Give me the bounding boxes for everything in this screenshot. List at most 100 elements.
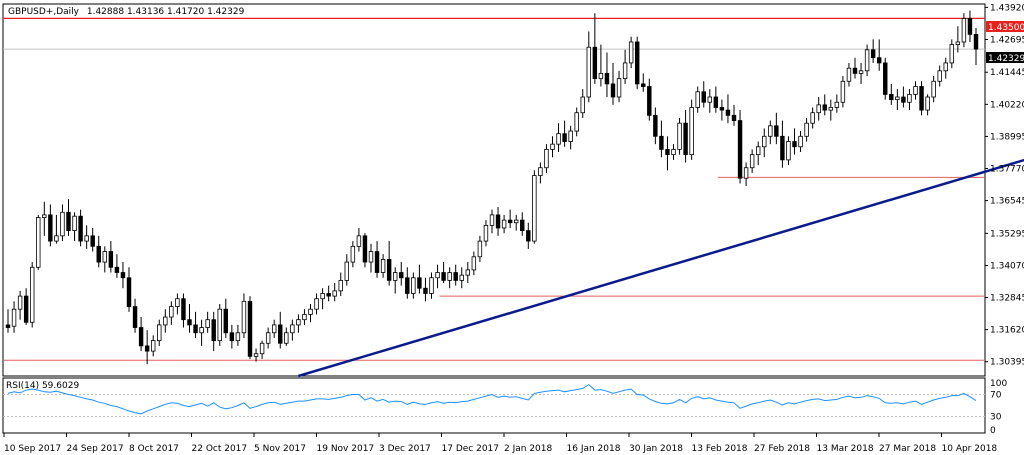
candle <box>489 209 495 234</box>
candle <box>278 311 283 349</box>
candle <box>513 214 519 231</box>
candle <box>634 36 640 90</box>
candle <box>586 31 592 103</box>
candle <box>296 314 301 333</box>
candle <box>520 212 525 236</box>
horizontal-levels <box>3 17 985 361</box>
candle <box>169 301 174 325</box>
candle <box>235 324 241 346</box>
candle <box>562 120 567 147</box>
candle <box>592 13 598 84</box>
time-tick-label: 13 Mar 2018 <box>817 444 874 454</box>
candles <box>5 10 979 365</box>
candle <box>90 227 95 252</box>
candle <box>132 298 138 333</box>
candle <box>23 288 29 325</box>
candle <box>616 70 622 103</box>
candle <box>157 319 162 346</box>
candle <box>453 264 458 286</box>
candle <box>798 131 803 153</box>
candle <box>96 235 101 268</box>
candle <box>66 199 71 236</box>
candle <box>223 298 229 339</box>
candle <box>465 262 471 283</box>
resistance-price-tag-bg <box>986 21 1024 32</box>
candle <box>574 107 579 137</box>
candle <box>725 94 731 124</box>
candle <box>344 254 350 286</box>
candle <box>786 136 791 166</box>
candle <box>114 254 120 278</box>
candle <box>217 303 222 346</box>
candle <box>102 246 108 273</box>
candle <box>973 27 979 66</box>
candle <box>822 94 827 116</box>
candle <box>907 89 912 111</box>
candle <box>187 303 192 333</box>
time-tick-label: 27 Mar 2018 <box>879 444 936 454</box>
candle <box>308 303 313 323</box>
candle <box>931 76 936 103</box>
price-tick-label: 1.40220 <box>990 100 1024 110</box>
candle <box>54 214 59 244</box>
candle <box>271 319 277 339</box>
candle <box>749 149 755 173</box>
current-price-tag: 1.42329 <box>988 54 1024 64</box>
candle <box>84 225 89 249</box>
time-tick-label: 8 Oct 2017 <box>129 444 179 454</box>
candle <box>477 235 483 263</box>
candle <box>17 290 23 320</box>
candle <box>42 201 47 236</box>
candle <box>659 120 664 158</box>
candle <box>368 243 374 273</box>
time-tick-label: 10 Apr 2018 <box>942 444 998 454</box>
time-tick-label: 3 Dec 2017 <box>379 444 431 454</box>
candle <box>526 222 531 249</box>
time-tick-label: 5 Nov 2017 <box>254 444 306 454</box>
candle <box>762 128 767 158</box>
candle <box>150 335 156 357</box>
candle <box>338 272 343 297</box>
candle <box>411 272 416 299</box>
price-tick-label: 1.37770 <box>990 165 1024 175</box>
candle <box>72 212 77 242</box>
ohlc-readout: 1.42888 1.43136 1.41720 1.42329 <box>87 7 245 17</box>
candle <box>544 144 549 173</box>
candle <box>568 125 573 150</box>
candle <box>471 251 477 276</box>
candle <box>810 107 815 129</box>
candle <box>743 162 749 187</box>
time-tick-label: 2 Jan 2018 <box>504 444 552 454</box>
candle <box>199 319 204 346</box>
candle <box>302 309 307 325</box>
price-tick-label: 1.41445 <box>990 68 1024 78</box>
candle <box>11 301 17 333</box>
candle <box>755 141 761 166</box>
candle <box>840 76 846 108</box>
candle <box>647 78 652 121</box>
candle <box>441 262 446 283</box>
candle <box>205 311 210 333</box>
candle <box>380 254 386 278</box>
candle <box>483 220 489 247</box>
candle <box>816 97 821 121</box>
candle <box>314 293 319 315</box>
candle <box>937 65 942 87</box>
candle <box>60 204 65 242</box>
candle <box>604 52 610 97</box>
candle <box>919 81 924 116</box>
candle <box>695 86 700 113</box>
price-tick-label: 1.42695 <box>990 35 1024 45</box>
candle <box>949 39 955 69</box>
time-tick-label: 16 Jan 2018 <box>567 444 621 454</box>
candle <box>532 170 537 244</box>
rsi-title: RSI(14) 59.6029 <box>6 381 79 391</box>
time-tick-label: 30 Jan 2018 <box>629 444 683 454</box>
candle <box>435 264 440 289</box>
candle <box>138 317 144 352</box>
candle <box>665 136 670 171</box>
candle <box>804 117 809 142</box>
time-tick-label: 19 Nov 2017 <box>317 444 375 454</box>
candle <box>864 44 870 77</box>
